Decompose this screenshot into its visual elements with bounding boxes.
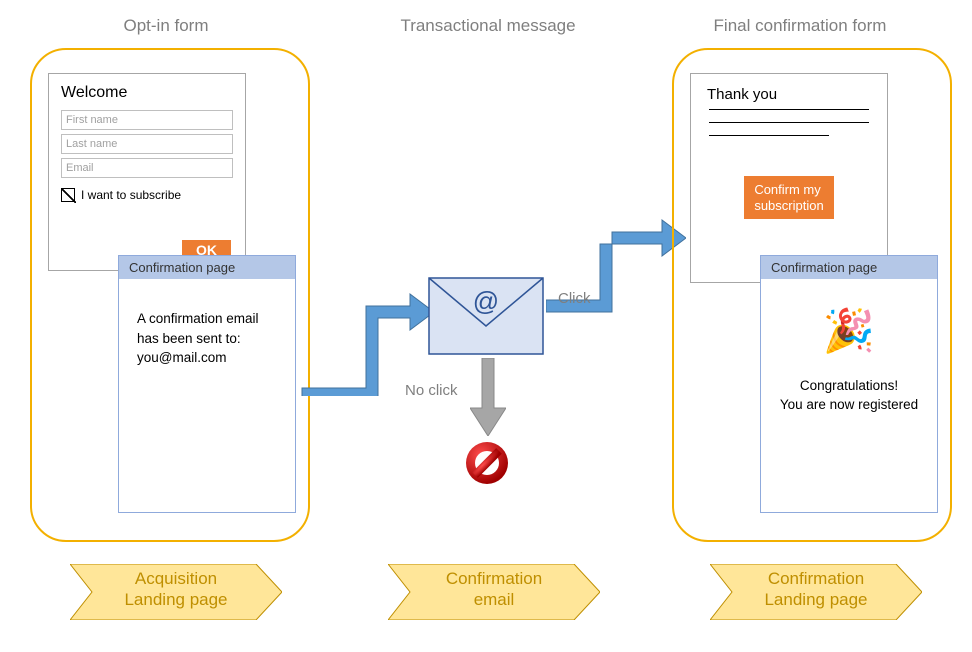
- thank-you-card: Thank you Confirm mysubscription: [690, 73, 888, 283]
- last-name-field[interactable]: Last name: [61, 134, 233, 154]
- footer-label-1: AcquisitionLanding page: [86, 568, 266, 611]
- top-label-transactional: Transactional message: [378, 16, 598, 36]
- party-emoji-icon: 🎉: [779, 301, 919, 362]
- arrow-to-email: [296, 276, 436, 396]
- first-name-field[interactable]: First name: [61, 110, 233, 130]
- prohibit-icon: [464, 440, 510, 486]
- confirmation-header-1: Confirmation page: [119, 256, 295, 279]
- arrow-no-click: [470, 358, 506, 436]
- email-icon: @: [427, 276, 545, 356]
- footer-label-2: Confirmationemail: [404, 568, 584, 611]
- confirmation-header-2: Confirmation page: [761, 256, 937, 279]
- svg-text:@: @: [473, 286, 499, 316]
- checkbox-icon: [61, 188, 75, 202]
- optin-form-card: Welcome First name Last name Email I wan…: [48, 73, 246, 271]
- optin-title: Welcome: [61, 84, 245, 102]
- line-3: [709, 135, 829, 136]
- line-1: [709, 109, 869, 110]
- confirmation-body-2: 🎉 Congratulations! You are now registere…: [761, 279, 937, 445]
- thank-you-title: Thank you: [707, 86, 887, 103]
- click-label: Click: [558, 290, 591, 307]
- line-2: [709, 122, 869, 123]
- no-click-label: No click: [405, 382, 458, 399]
- confirmation-card-1: Confirmation page A confirmation email h…: [118, 255, 296, 513]
- subscribe-label: I want to subscribe: [81, 188, 181, 202]
- subscribe-checkbox-row[interactable]: I want to subscribe: [61, 188, 233, 202]
- footer-label-3: ConfirmationLanding page: [726, 568, 906, 611]
- confirm-subscription-button[interactable]: Confirm mysubscription: [744, 176, 833, 219]
- top-label-optin: Opt-in form: [96, 16, 236, 36]
- confirmation-body-1: A confirmation email has been sent to: y…: [119, 279, 295, 398]
- confirmation-card-2: Confirmation page 🎉 Congratulations! You…: [760, 255, 938, 513]
- top-label-final: Final confirmation form: [680, 16, 920, 36]
- email-field[interactable]: Email: [61, 158, 233, 178]
